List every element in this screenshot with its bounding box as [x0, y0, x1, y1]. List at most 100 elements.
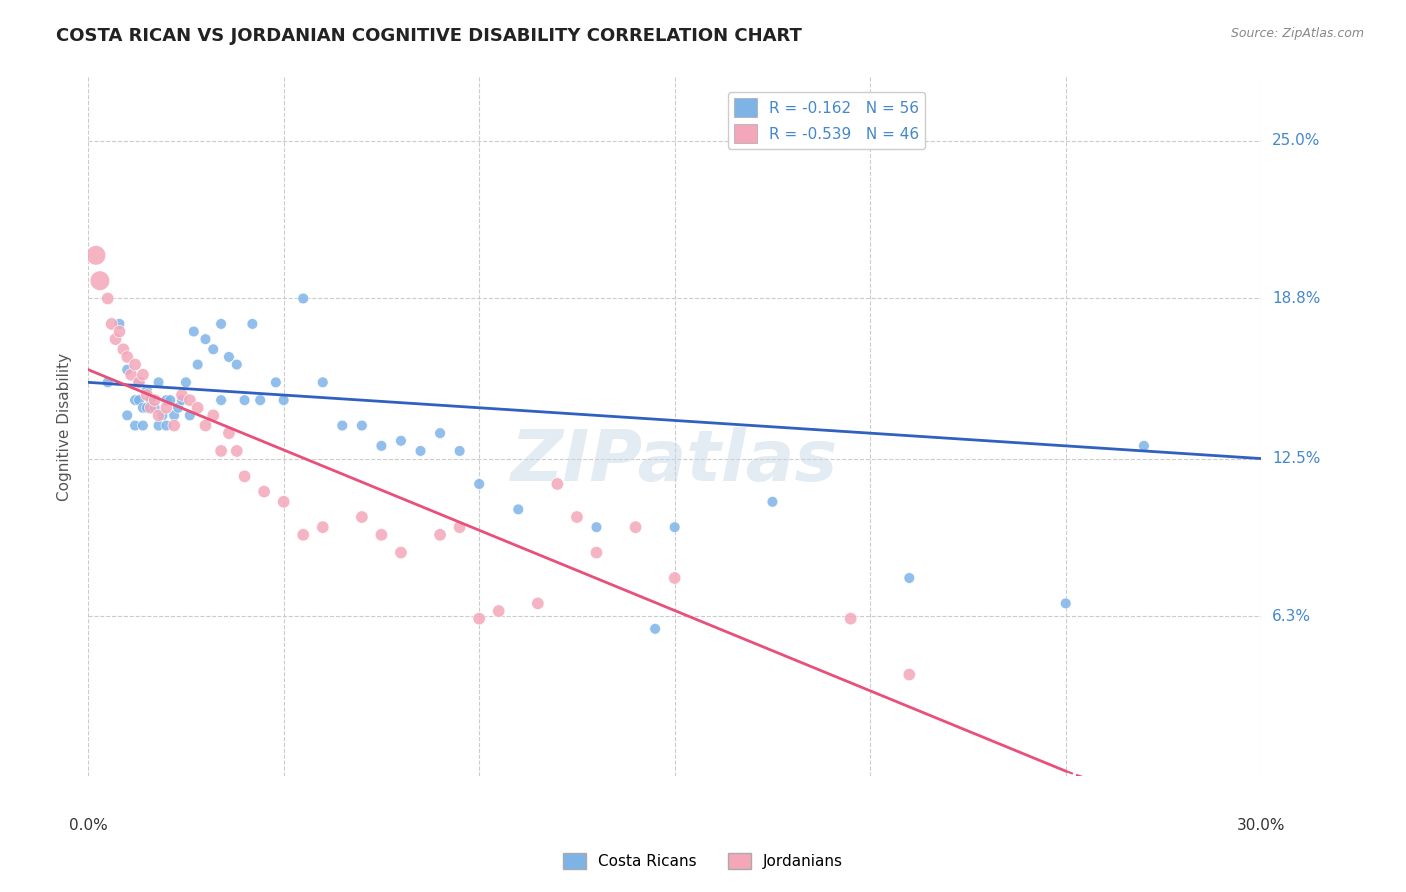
Point — [449, 444, 471, 458]
Point — [292, 528, 315, 542]
Point — [132, 368, 155, 382]
Point — [225, 358, 247, 372]
Point — [139, 401, 162, 415]
Point — [273, 393, 295, 408]
Point — [233, 393, 256, 408]
Point — [312, 520, 335, 534]
Point — [124, 393, 146, 408]
Point — [644, 622, 666, 636]
Point — [135, 383, 157, 397]
Point — [148, 418, 170, 433]
Point — [89, 274, 111, 288]
Y-axis label: Cognitive Disability: Cognitive Disability — [58, 352, 72, 501]
Point — [163, 418, 186, 433]
Point — [209, 444, 232, 458]
Point — [233, 469, 256, 483]
Point — [194, 418, 217, 433]
Point — [389, 434, 412, 448]
Point — [128, 393, 150, 408]
Text: 25.0%: 25.0% — [1272, 134, 1320, 148]
Point — [218, 350, 240, 364]
Point — [167, 401, 190, 415]
Point — [194, 332, 217, 346]
Point — [389, 545, 412, 559]
Point — [170, 388, 193, 402]
Text: 6.3%: 6.3% — [1272, 608, 1312, 624]
Point — [761, 495, 783, 509]
Point — [273, 495, 295, 509]
Point — [565, 510, 588, 524]
Point — [170, 393, 193, 408]
Point — [84, 248, 107, 262]
Point — [174, 376, 197, 390]
Point — [218, 426, 240, 441]
Point — [159, 393, 181, 408]
Point — [664, 520, 686, 534]
Point — [148, 409, 170, 423]
Point — [187, 401, 209, 415]
Point — [132, 401, 155, 415]
Point — [624, 520, 647, 534]
Point — [585, 520, 607, 534]
Point — [370, 528, 392, 542]
Point — [898, 667, 921, 681]
Point — [152, 409, 174, 423]
Point — [132, 418, 155, 433]
Point — [120, 368, 142, 382]
Text: 12.5%: 12.5% — [1272, 451, 1320, 467]
Point — [664, 571, 686, 585]
Point — [370, 439, 392, 453]
Point — [249, 393, 271, 408]
Point — [135, 401, 157, 415]
Point — [143, 393, 166, 408]
Text: COSTA RICAN VS JORDANIAN COGNITIVE DISABILITY CORRELATION CHART: COSTA RICAN VS JORDANIAN COGNITIVE DISAB… — [56, 27, 801, 45]
Point — [468, 612, 491, 626]
Point — [117, 362, 139, 376]
Point — [179, 409, 201, 423]
Point — [409, 444, 432, 458]
Point — [117, 409, 139, 423]
Point — [1054, 596, 1077, 610]
Point — [585, 545, 607, 559]
Point — [209, 317, 232, 331]
Text: ZIPatlas: ZIPatlas — [510, 427, 838, 496]
Point — [898, 571, 921, 585]
Point — [350, 510, 373, 524]
Point — [187, 358, 209, 372]
Legend: R = -0.162   N = 56, R = -0.539   N = 46: R = -0.162 N = 56, R = -0.539 N = 46 — [728, 92, 925, 149]
Point — [117, 350, 139, 364]
Point — [104, 332, 127, 346]
Point — [155, 393, 177, 408]
Point — [546, 477, 568, 491]
Point — [253, 484, 276, 499]
Point — [508, 502, 530, 516]
Point — [330, 418, 353, 433]
Point — [527, 596, 550, 610]
Point — [429, 528, 451, 542]
Point — [242, 317, 264, 331]
Point — [155, 418, 177, 433]
Point — [148, 376, 170, 390]
Point — [143, 401, 166, 415]
Point — [179, 393, 201, 408]
Point — [183, 325, 205, 339]
Point — [112, 343, 135, 357]
Point — [108, 325, 131, 339]
Point — [163, 409, 186, 423]
Point — [449, 520, 471, 534]
Point — [839, 612, 862, 626]
Point — [225, 444, 247, 458]
Point — [155, 401, 177, 415]
Point — [468, 477, 491, 491]
Point — [209, 393, 232, 408]
Text: 30.0%: 30.0% — [1237, 818, 1285, 833]
Point — [264, 376, 287, 390]
Point — [429, 426, 451, 441]
Text: Source: ZipAtlas.com: Source: ZipAtlas.com — [1230, 27, 1364, 40]
Point — [128, 376, 150, 390]
Point — [139, 393, 162, 408]
Point — [488, 604, 510, 618]
Point — [100, 317, 122, 331]
Point — [202, 343, 225, 357]
Point — [1133, 439, 1156, 453]
